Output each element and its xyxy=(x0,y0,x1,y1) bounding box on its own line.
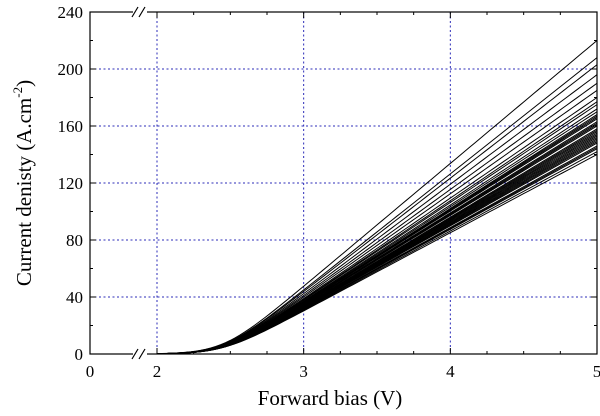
y-axis-title: Current denisty (A.cm-2) xyxy=(10,80,36,286)
y-tick-label: 120 xyxy=(58,174,84,193)
y-axis-title-prefix: Current denisty (A.cm xyxy=(12,98,36,286)
x-axis-break xyxy=(131,6,147,360)
y-tick-label: 40 xyxy=(66,288,83,307)
tick-labels: 0 40 80 120 160 200 240 0 2 3 4 5 xyxy=(58,3,600,381)
x-tick-label: 0 xyxy=(86,362,95,381)
axis-break-slash xyxy=(131,348,139,360)
y-axis-title-superscript: -2 xyxy=(10,87,25,98)
axis-break-gap xyxy=(133,349,147,359)
axis-break-slash xyxy=(138,348,146,360)
y-tick-label: 80 xyxy=(66,231,83,250)
iv-series-line xyxy=(156,89,598,355)
iv-series-group xyxy=(156,40,598,355)
x-tick-label: 4 xyxy=(446,362,455,381)
x-tick-label: 5 xyxy=(593,362,600,381)
axis-break-gap xyxy=(133,7,147,17)
x-tick-label: 3 xyxy=(299,362,308,381)
y-axis-title-suffix: ) xyxy=(12,80,36,87)
y-tick-label: 240 xyxy=(58,3,84,22)
y-tick-label: 0 xyxy=(75,345,84,364)
iv-series-line xyxy=(156,117,598,355)
y-tick-label: 160 xyxy=(58,117,84,136)
iv-series-line xyxy=(156,74,598,355)
iv-series-line xyxy=(156,97,598,355)
axis-ticks xyxy=(89,11,598,355)
y-tick-label: 200 xyxy=(58,60,84,79)
iv-series-line xyxy=(156,154,598,355)
axis-break-slash xyxy=(131,6,139,18)
x-axis-title: Forward bias (V) xyxy=(258,386,403,410)
iv-series-line xyxy=(156,40,598,355)
x-tick-label: 2 xyxy=(153,362,162,381)
iv-series-line xyxy=(156,101,598,355)
iv-series-line xyxy=(156,134,598,355)
iv-series-line xyxy=(156,57,598,355)
iv-series-line xyxy=(156,114,598,355)
iv-series-line xyxy=(156,104,598,355)
iv-series-line xyxy=(156,64,598,355)
axis-break-slash xyxy=(138,6,146,18)
